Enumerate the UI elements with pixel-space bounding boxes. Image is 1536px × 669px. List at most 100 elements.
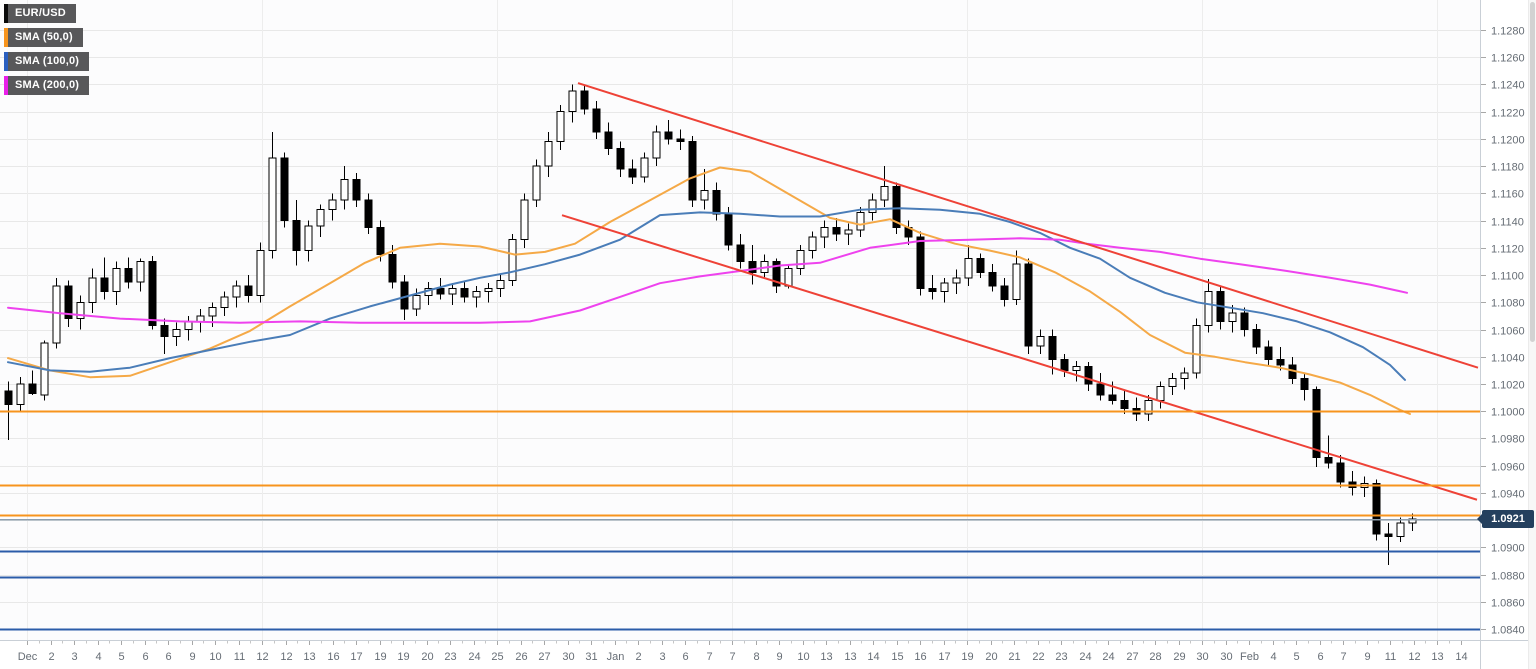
candle-body [952,277,961,284]
x-tick-label: 24 [1079,651,1091,663]
candle-down [1336,454,1345,488]
candle-body [868,199,877,213]
x-tick-label: 19 [374,651,386,663]
legend-symbol-badge[interactable]: EUR/USD [4,4,89,23]
candle-body [520,199,529,241]
x-tick-label: Dec [18,651,38,663]
legend-sma200-badge[interactable]: SMA (200,0) [4,76,90,95]
y-tick-label: 1.1260 [1491,53,1525,65]
candle-body [232,285,241,298]
x-tick-label: 29 [1173,651,1185,663]
candle-down [1372,479,1381,541]
candle-body [688,141,697,201]
candle-body [1168,378,1177,388]
x-tick-label: 21 [1008,651,1020,663]
y-tick-label: 1.1000 [1491,407,1525,419]
candle-down [928,275,937,300]
candle-up [232,280,241,308]
x-tick-label: 8 [753,651,759,663]
candle-body [268,157,277,252]
y-tick-label: 1.1280 [1491,26,1525,38]
sma200-label: SMA (200,0) [8,76,90,95]
sma200-accent-bar [4,76,8,95]
x-tick-label: 20 [985,651,997,663]
x-tick-label: 31 [585,651,597,663]
candle-body [1036,335,1045,347]
candle-body [568,90,577,113]
x-tick-label: 27 [1126,651,1138,663]
candle-down [1108,381,1117,405]
trendline-channel-upper [577,82,1479,369]
candle-down [592,100,601,139]
candle-body [220,296,229,309]
candle-down [352,172,361,207]
candle-body [340,179,349,201]
candle-body [1048,335,1057,360]
legend-sma100-badge[interactable]: SMA (100,0) [4,52,90,71]
candle-up [532,159,541,207]
candle-body [700,190,709,201]
x-tick-label: 6 [165,651,171,663]
candle-down [1384,522,1393,566]
candle-body [460,288,469,298]
legend-sma50-badge[interactable]: SMA (50,0) [4,28,89,47]
x-tick-label: 24 [468,651,480,663]
candle-body [664,131,673,140]
y-tick-label: 1.0900 [1491,543,1525,555]
x-tick-label: 22 [1032,651,1044,663]
time-axis-strip[interactable] [0,640,1480,669]
candle-down [1120,390,1129,414]
x-tick-label: 9 [1364,651,1370,663]
sma100-label: SMA (100,0) [8,52,90,71]
candle-down [1084,362,1093,391]
candle-body [1396,522,1405,538]
candle-down [1240,307,1249,337]
candle-up [172,322,181,346]
x-tick-label: 10 [797,651,809,663]
candle-body [316,209,325,227]
candle-body [244,285,253,296]
candle-up [640,152,649,183]
candle-up [472,285,481,308]
candle-up [220,291,229,316]
candle-up [520,193,529,248]
x-tick-label: 16 [914,651,926,663]
x-tick-label: 3 [71,651,77,663]
candle-body [112,267,121,292]
candle-body [364,199,373,228]
x-tick-label: 4 [95,651,101,663]
candle-down [664,119,673,145]
candle-down [376,220,385,262]
x-tick-label: 16 [327,651,339,663]
candle-body [916,236,925,290]
candle-down [148,256,157,330]
candle-up [568,84,577,123]
candle-body [496,280,505,290]
sma50-label: SMA (50,0) [8,28,83,47]
scrollbar-thumb[interactable] [1530,2,1535,342]
candle-body [1060,358,1069,371]
candle-body [1264,346,1273,360]
candle-body [1312,388,1321,459]
candle-up [1072,360,1081,382]
candle-body [784,267,793,287]
candle-down [292,200,301,266]
x-tick-label: 12 [1408,651,1420,663]
candle-body [328,199,337,211]
candle-body [292,220,301,252]
price-axis-strip[interactable] [1480,0,1536,669]
x-tick-label: 2 [635,651,641,663]
candle-body [640,157,649,178]
candle-body [604,131,613,149]
candle-body [1000,285,1009,301]
candle-up [880,166,889,207]
candle-body [1180,372,1189,380]
candle-down [580,84,589,115]
scrollbar[interactable] [1528,0,1536,669]
candle-body [196,315,205,322]
x-tick-label: 13 [844,651,856,663]
candle-body [1096,383,1105,396]
candle-body [820,226,829,238]
